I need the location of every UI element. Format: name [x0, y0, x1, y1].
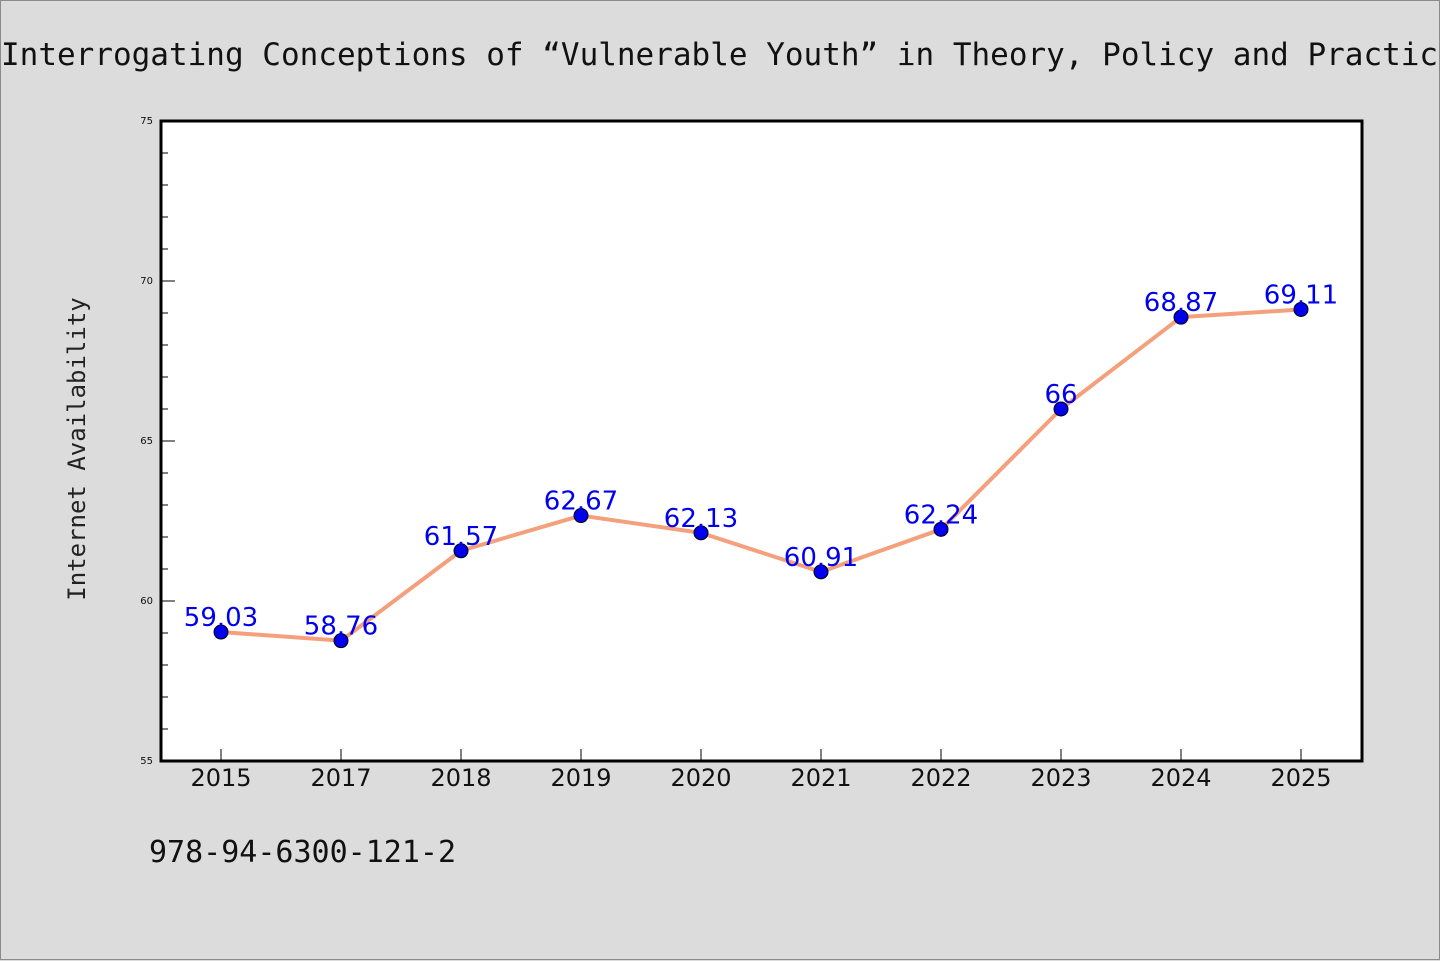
y-tick-label: 70: [140, 276, 153, 287]
data-label: 62.67: [544, 487, 618, 517]
x-tick-label: 2020: [670, 764, 731, 792]
x-tick-label: 2021: [790, 764, 851, 792]
plot-frame: [159, 119, 1364, 763]
series-line: [219, 307, 1303, 643]
y-tick-label: 55: [140, 756, 153, 767]
data-label: 59.03: [184, 603, 258, 633]
data-point: [1173, 309, 1189, 325]
x-tick-label: 2017: [310, 764, 371, 792]
chart-title: Interrogating Conceptions of “Vulnerable…: [1, 37, 1440, 73]
x-tick-label: 2019: [550, 764, 611, 792]
data-label: 62.24: [904, 500, 978, 530]
data-label: 69.11: [1264, 280, 1338, 310]
data-label: 61.57: [424, 522, 498, 552]
y-tick-label: 65: [140, 436, 153, 447]
x-tick-label: 2025: [1270, 764, 1331, 792]
data-point: [333, 633, 349, 649]
data-label: 60.91: [784, 543, 858, 573]
data-point: [1293, 301, 1309, 317]
data-label: 58.76: [304, 612, 378, 642]
data-label: 62.13: [664, 504, 738, 534]
y-tick-label: 75: [140, 116, 153, 127]
data-label: 68.87: [1144, 288, 1218, 318]
data-point: [813, 564, 829, 580]
y-tick-label: 60: [140, 596, 153, 607]
data-point: [933, 521, 949, 537]
data-point: [1053, 401, 1069, 417]
x-tick-label: 2023: [1030, 764, 1091, 792]
data-point: [213, 624, 229, 640]
data-label: 66: [1044, 380, 1077, 410]
isbn-text: 978-94-6300-121-2: [149, 835, 457, 870]
data-point: [573, 508, 589, 524]
x-tick-label: 2015: [190, 764, 251, 792]
x-tick-label: 2018: [430, 764, 491, 792]
plot-area: [161, 121, 1362, 761]
data-point: [693, 525, 709, 541]
data-point: [453, 543, 469, 559]
x-tick-label: 2022: [910, 764, 971, 792]
x-tick-label: 2024: [1150, 764, 1211, 792]
